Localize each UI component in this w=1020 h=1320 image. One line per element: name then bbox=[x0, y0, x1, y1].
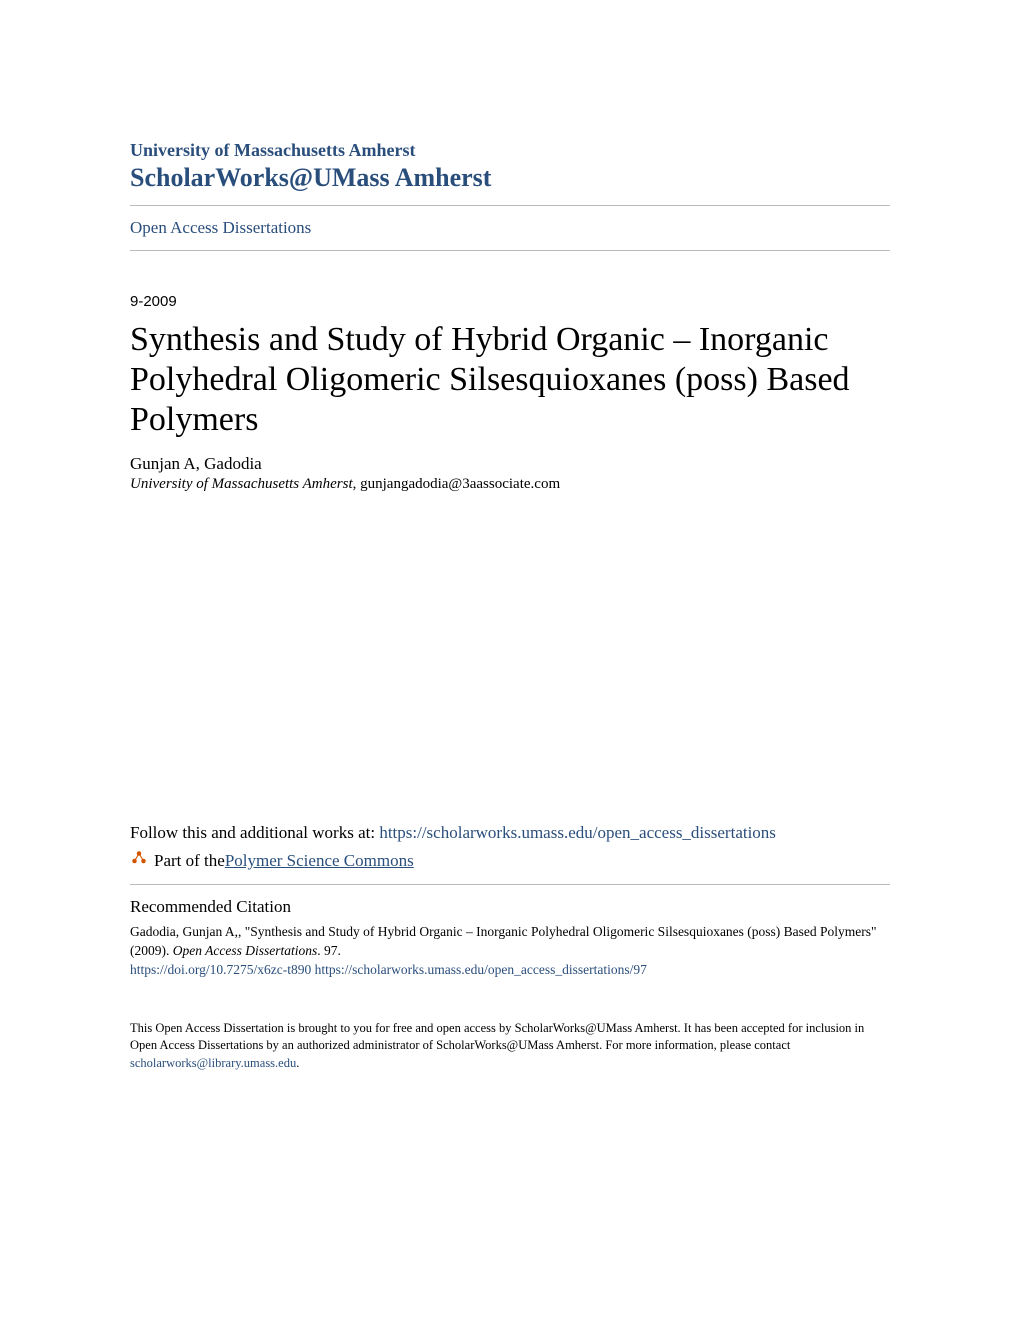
author-name: Gunjan A, Gadodia bbox=[130, 454, 890, 474]
footer-part1: This Open Access Dissertation is brought… bbox=[130, 1021, 864, 1053]
follow-section: Follow this and additional works at: htt… bbox=[130, 823, 890, 843]
dissertation-url-link[interactable]: https://scholarworks.umass.edu/open_acce… bbox=[315, 962, 647, 977]
citation-heading: Recommended Citation bbox=[130, 897, 890, 917]
footer-part2: . bbox=[296, 1056, 299, 1070]
follow-divider bbox=[130, 884, 890, 885]
citation-collection-name: Open Access Dissertations bbox=[173, 943, 318, 958]
footer-text: This Open Access Dissertation is brought… bbox=[130, 1020, 890, 1073]
network-icon bbox=[130, 849, 148, 872]
collection-link[interactable]: Open Access Dissertations bbox=[130, 218, 890, 238]
follow-prefix: Follow this and additional works at: bbox=[130, 823, 379, 842]
repository-title[interactable]: ScholarWorks@UMass Amherst bbox=[130, 163, 890, 193]
citation-links: https://doi.org/10.7275/x6zc-t890 https:… bbox=[130, 962, 890, 978]
author-email: , gunjangadodia@3aassociate.com bbox=[353, 476, 561, 492]
footer-contact-link[interactable]: scholarworks@library.umass.edu bbox=[130, 1056, 296, 1070]
affiliation-name: University of Massachusetts Amherst bbox=[130, 476, 353, 492]
author-affiliation: University of Massachusetts Amherst, gun… bbox=[130, 476, 890, 493]
part-of-prefix: Part of the bbox=[154, 851, 225, 871]
paper-title: Synthesis and Study of Hybrid Organic – … bbox=[130, 320, 890, 440]
collection-divider bbox=[130, 250, 890, 251]
commons-link[interactable]: Polymer Science Commons bbox=[225, 851, 414, 871]
citation-text: Gadodia, Gunjan A,, "Synthesis and Study… bbox=[130, 923, 890, 959]
header-divider bbox=[130, 205, 890, 206]
follow-url-link[interactable]: https://scholarworks.umass.edu/open_acce… bbox=[379, 823, 776, 842]
publication-date: 9-2009 bbox=[130, 293, 890, 310]
part-of-section: Part of the Polymer Science Commons bbox=[130, 849, 890, 872]
doi-link[interactable]: https://doi.org/10.7275/x6zc-t890 bbox=[130, 962, 311, 977]
citation-part2: . 97. bbox=[317, 943, 341, 958]
header-block: University of Massachusetts Amherst Scho… bbox=[130, 140, 890, 193]
university-name[interactable]: University of Massachusetts Amherst bbox=[130, 140, 890, 161]
